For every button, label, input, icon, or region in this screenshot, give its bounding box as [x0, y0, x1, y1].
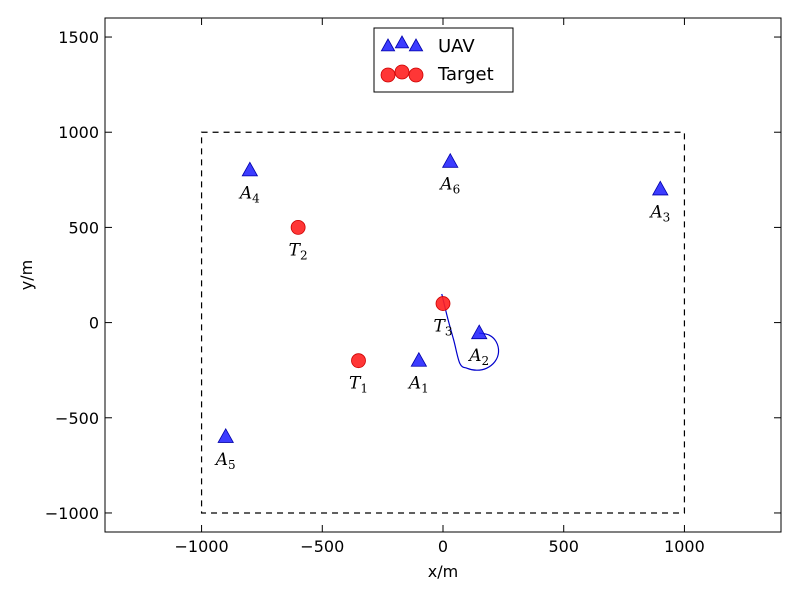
y-tick-label: 500: [68, 218, 99, 237]
x-axis-label: x/m: [428, 562, 458, 581]
target-label-T2: T2: [289, 240, 308, 262]
target-label-T2-subscript: 2: [300, 248, 308, 262]
uav-label-A4-letter: A: [238, 183, 252, 203]
target-marker-T3: [435, 296, 451, 311]
legend-box: [373, 27, 514, 93]
plot-frame: [104, 17, 782, 533]
x-tick-label: −1000: [175, 537, 229, 556]
uav-marker-A2: [470, 324, 488, 340]
legend-target-marker: [380, 67, 396, 83]
uav-label-A1: A1: [407, 374, 429, 396]
uav-label-A2-subscript: 2: [482, 354, 490, 368]
x-tick-label: 0: [438, 537, 448, 556]
uav-label-A4-subscript: 4: [252, 191, 260, 205]
uav-label-A6-letter: A: [438, 175, 452, 195]
uav-label-A1-letter: A: [407, 374, 421, 394]
uav-marker-A3: [652, 180, 669, 196]
legend-uav-marker: [408, 38, 424, 52]
y-tick-label: 1000: [58, 123, 99, 142]
target-marker-T1: [351, 353, 366, 369]
target-marker-T2: [290, 220, 306, 235]
uav-label-A3: A3: [648, 202, 670, 224]
legend-target-label: Target: [437, 64, 494, 85]
boundary-dashed-box: [200, 131, 686, 514]
uav-label-A6: A6: [438, 175, 460, 197]
uav-label-A2-letter: A: [467, 346, 481, 366]
y-axis-label: y/m: [17, 260, 36, 290]
y-tick-label: −500: [55, 409, 99, 428]
legend-uav-label: UAV: [438, 36, 475, 57]
y-tick-label: 1500: [58, 28, 99, 47]
uav-label-A2: A2: [467, 346, 489, 368]
y-tick-label: −1000: [45, 504, 99, 523]
x-tick-label: 500: [548, 537, 579, 556]
target-label-T1-letter: T: [349, 374, 362, 394]
uav-label-A3-letter: A: [648, 202, 662, 222]
y-tick-label: 0: [89, 314, 99, 333]
legend-uav-markers: [380, 35, 424, 52]
boundary-layer: [200, 131, 686, 514]
legend-target-markers: [380, 64, 424, 83]
uav-label-A4: A4: [238, 183, 260, 205]
x-tick-label: −500: [300, 537, 344, 556]
trajectory-layer: [441, 293, 500, 371]
target-label-T1: T1: [349, 374, 368, 396]
uav-label-A1-subscript: 1: [421, 382, 429, 396]
uav-marker-A1: [410, 351, 428, 367]
legend-uav-marker: [380, 38, 396, 52]
target-label-T3-subscript: 3: [445, 325, 453, 339]
uav-marker-A4: [241, 161, 259, 177]
x-tick-label: 1000: [664, 537, 705, 556]
target-label-T3-letter: T: [434, 317, 447, 337]
uav-label-A5-subscript: 5: [228, 458, 236, 472]
target-label-T2-letter: T: [289, 240, 302, 260]
legend: UAV Target: [373, 27, 514, 93]
uav-trajectory-line: [441, 293, 500, 371]
legend-target-marker: [394, 64, 410, 80]
uav-label-A5: A5: [214, 450, 236, 472]
uav-label-A3-subscript: 3: [663, 210, 671, 224]
ticks-layer: −1000 −500 0 500 1000 −1000 −500 0 500 1000 1500: [45, 18, 781, 556]
uav-marker-A5: [217, 427, 234, 443]
legend-target-marker: [408, 67, 424, 83]
uav-marker-A6: [441, 152, 459, 168]
legend-uav-marker: [394, 35, 410, 49]
uav-label-A6-subscript: 6: [453, 183, 461, 197]
uav-label-A5-letter: A: [214, 450, 228, 470]
target-label-T1-subscript: 1: [360, 382, 368, 396]
target-label-T3: T3: [434, 317, 453, 339]
